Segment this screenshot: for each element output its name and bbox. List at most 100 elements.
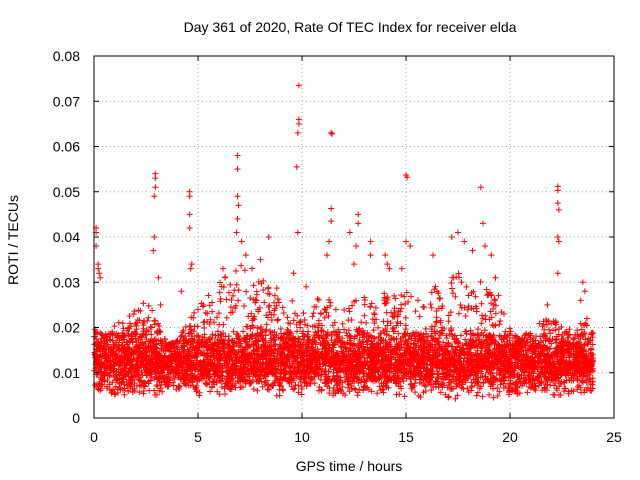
data-point <box>477 278 484 285</box>
data-point <box>133 344 140 351</box>
data-point <box>116 380 123 387</box>
data-point <box>235 297 242 304</box>
data-point <box>99 381 106 388</box>
data-point <box>118 358 125 365</box>
data-point <box>250 282 257 289</box>
data-point <box>463 283 470 290</box>
data-point <box>145 302 152 309</box>
data-point <box>119 330 126 337</box>
data-point <box>167 353 174 360</box>
data-point <box>284 314 291 321</box>
data-point <box>193 382 200 389</box>
data-point <box>207 316 214 323</box>
data-point <box>170 343 177 350</box>
data-point <box>156 387 163 394</box>
data-point <box>428 304 435 311</box>
data-point <box>449 285 456 292</box>
data-point <box>199 303 206 310</box>
data-point <box>176 353 183 360</box>
data-point <box>93 362 100 369</box>
data-point <box>205 292 212 299</box>
data-point <box>374 390 381 397</box>
data-point <box>332 306 339 313</box>
data-point <box>428 289 435 296</box>
data-point <box>131 308 138 315</box>
data-point <box>448 280 455 287</box>
data-point <box>345 305 352 312</box>
data-point <box>126 337 133 344</box>
data-point <box>265 284 272 291</box>
data-point <box>318 327 325 334</box>
data-point <box>115 319 122 326</box>
data-point <box>144 317 151 324</box>
data-point <box>123 382 130 389</box>
data-point <box>148 374 155 381</box>
data-point <box>140 330 147 337</box>
data-point <box>156 350 163 357</box>
data-point <box>183 371 190 378</box>
data-point <box>121 385 128 392</box>
data-point <box>195 368 202 375</box>
data-point <box>449 274 456 281</box>
data-point <box>187 355 194 362</box>
data-point <box>128 323 135 330</box>
data-point <box>174 346 181 353</box>
data-point <box>345 317 352 324</box>
data-point <box>184 368 191 375</box>
data-point <box>478 300 485 307</box>
data-point <box>175 369 182 376</box>
data-point <box>310 310 317 317</box>
data-point <box>156 362 163 369</box>
data-point <box>200 359 207 366</box>
data-point <box>289 297 296 304</box>
data-point <box>159 340 166 347</box>
data-point <box>185 330 192 337</box>
data-point <box>154 345 161 352</box>
data-point <box>185 339 192 346</box>
data-point <box>103 351 110 358</box>
data-point <box>290 317 297 324</box>
data-point <box>154 383 161 390</box>
data-point <box>393 391 400 398</box>
data-point <box>140 300 147 307</box>
data-point <box>98 360 105 367</box>
data-point <box>191 323 198 330</box>
data-point <box>190 383 197 390</box>
data-point <box>148 331 155 338</box>
data-point <box>275 316 282 323</box>
data-point <box>102 370 109 377</box>
data-point <box>436 295 443 302</box>
data-point <box>112 353 119 360</box>
data-point <box>175 364 182 371</box>
data-point <box>96 354 103 361</box>
data-point <box>147 324 154 331</box>
data-point <box>164 361 171 368</box>
data-point <box>115 369 122 376</box>
data-point <box>201 334 208 341</box>
data-point <box>101 334 108 341</box>
data-point <box>116 384 123 391</box>
data-point <box>372 304 379 311</box>
data-point <box>126 313 133 320</box>
data-point <box>191 309 198 316</box>
data-point <box>188 326 195 333</box>
data-point <box>122 365 129 372</box>
data-point <box>125 388 132 395</box>
data-point <box>95 339 102 346</box>
data-point <box>112 343 119 350</box>
data-point <box>196 377 203 384</box>
data-point <box>445 318 452 325</box>
data-point <box>107 344 114 351</box>
data-point <box>491 296 498 303</box>
data-point <box>158 379 165 386</box>
data-point <box>147 377 154 384</box>
data-point <box>157 337 164 344</box>
data-point <box>479 312 486 319</box>
data-point <box>225 289 232 296</box>
data-point <box>158 359 165 366</box>
data-point <box>126 376 133 383</box>
data-point <box>394 318 401 325</box>
data-point <box>506 325 513 332</box>
data-point <box>182 323 189 330</box>
